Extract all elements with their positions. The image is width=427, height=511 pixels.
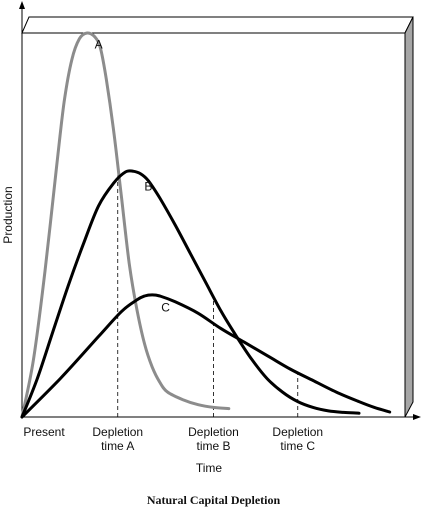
x-tick-label: Present [23, 425, 65, 439]
series-b-line [20, 169, 361, 419]
x-tick-label: Depletion time C [272, 425, 323, 453]
panel-top-face [21, 16, 414, 34]
curves [20, 31, 392, 419]
panel-side-face [404, 16, 414, 418]
series-b-label: B [144, 180, 152, 194]
series-a-label: A [95, 38, 103, 52]
series-c-line [20, 293, 392, 419]
axes [19, 1, 421, 420]
x-tick-label: Depletion time A [92, 425, 143, 453]
x-axis-title: Time [196, 461, 223, 475]
x-tick-labels: Present Depletion time A Depletion time B Dep… [23, 425, 323, 453]
y-axis-title: Production [1, 186, 15, 243]
series-c-label: C [161, 301, 170, 315]
x-tick-label: Depletion time B [188, 425, 239, 453]
series-a-line [20, 31, 231, 419]
y-axis-arrow [19, 1, 25, 9]
depletion-markers [117, 165, 299, 417]
x-axis-arrow [413, 414, 421, 420]
curve-labels: A B C [95, 38, 171, 315]
figure-caption: Natural Capital Depletion [146, 493, 281, 507]
